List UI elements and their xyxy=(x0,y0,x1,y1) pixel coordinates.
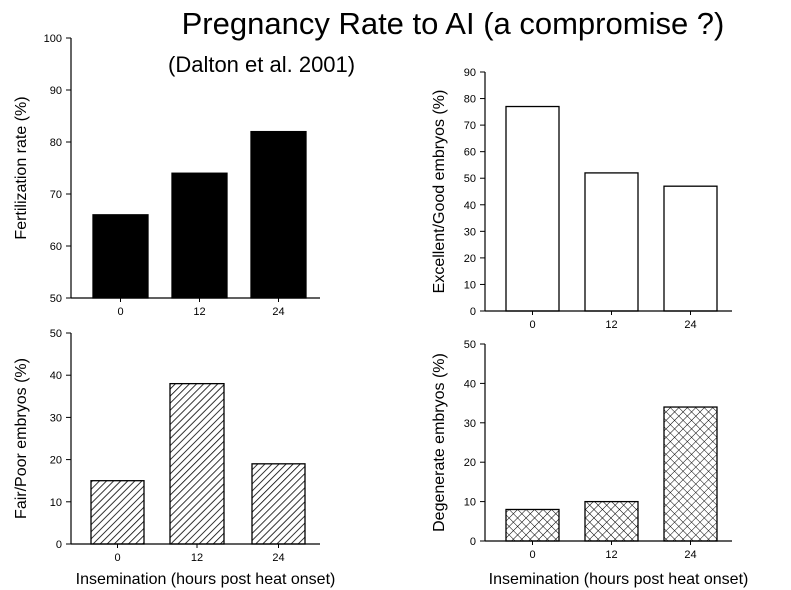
y-tick-label: 50 xyxy=(464,173,476,185)
bar-0 xyxy=(92,214,149,299)
y-tick-label: 30 xyxy=(464,226,476,238)
x-tick-label: 12 xyxy=(193,306,205,318)
x-axis-label: Insemination (hours post heat onset) xyxy=(489,571,749,588)
chart-fertilization-rate: 50 60 70 80 90 100 0 12 24 Fertilization rate (%) xyxy=(13,33,320,318)
x-tick-label: 12 xyxy=(605,319,617,331)
y-tick-label: 20 xyxy=(464,457,476,469)
bar-12 xyxy=(169,382,225,545)
y-tick-label: 80 xyxy=(464,94,476,106)
y-tick-label: 0 xyxy=(56,539,62,551)
y-tick-label: 100 xyxy=(44,33,62,45)
y-tick-label: 50 xyxy=(50,293,62,305)
bar-24 xyxy=(663,185,718,312)
y-tick-label: 10 xyxy=(464,497,476,509)
x-tick-label: 0 xyxy=(529,319,535,331)
y-tick-label: 50 xyxy=(50,328,62,340)
slide-title: Pregnancy Rate to AI (a compromise ?) xyxy=(181,6,725,41)
y-tick-label: 80 xyxy=(50,137,62,149)
y-tick-label: 0 xyxy=(470,536,476,548)
y-tick-label: 20 xyxy=(50,455,62,467)
x-tick-label: 12 xyxy=(191,552,203,564)
y-axis-label: Fertilization rate (%) xyxy=(13,96,30,239)
x-tick-label: 24 xyxy=(272,552,284,564)
bar-12 xyxy=(171,172,228,299)
y-tick-label: 90 xyxy=(50,85,62,97)
y-tick-label: 50 xyxy=(464,339,476,351)
bar-0 xyxy=(90,480,145,545)
x-tick-label: 24 xyxy=(272,306,284,318)
x-tick-label: 24 xyxy=(684,549,696,561)
x-tick-label: 0 xyxy=(529,549,535,561)
y-tick-label: 10 xyxy=(50,497,62,509)
y-tick-label: 40 xyxy=(464,200,476,212)
y-tick-label: 20 xyxy=(464,253,476,265)
y-tick-label: 40 xyxy=(464,378,476,390)
x-tick-label: 0 xyxy=(117,306,123,318)
y-axis-label: Degenerate embryos (%) xyxy=(431,353,448,532)
bar-12 xyxy=(584,500,639,542)
y-tick-label: 60 xyxy=(464,147,476,159)
y-tick-label: 60 xyxy=(50,241,62,253)
y-tick-label: 90 xyxy=(464,67,476,79)
chart-degenerate-embryos: 0 10 20 30 40 50 0 12 24 Degenerate embryos (%) In… xyxy=(431,339,748,588)
y-tick-label: 70 xyxy=(50,189,62,201)
y-tick-label: 70 xyxy=(464,120,476,132)
chart-fair-poor-embryos: 0 10 20 30 40 50 0 12 24 Fair/Poor embryos (%) Ins… xyxy=(13,328,335,588)
y-tick-label: 40 xyxy=(50,370,62,382)
y-tick-label: 30 xyxy=(50,412,62,424)
y-tick-label: 30 xyxy=(464,418,476,430)
x-tick-label: 12 xyxy=(605,549,617,561)
bar-24 xyxy=(663,406,718,542)
y-tick-label: 0 xyxy=(470,306,476,318)
y-axis-label: Fair/Poor embryos (%) xyxy=(13,358,30,519)
x-tick-label: 0 xyxy=(114,552,120,564)
citation-subtitle: (Dalton et al. 2001) xyxy=(168,52,356,77)
bar-12 xyxy=(584,172,639,312)
bar-24 xyxy=(251,463,306,545)
chart-excellent-good-embryos: 0 10 20 30 40 50 60 70 80 90 0 12 24 Excellent/Good e… xyxy=(431,67,732,331)
x-tick-label: 24 xyxy=(684,319,696,331)
bar-0 xyxy=(505,508,560,542)
y-tick-label: 10 xyxy=(464,279,476,291)
y-axis-label: Excellent/Good embryos (%) xyxy=(431,90,448,294)
x-axis-label: Insemination (hours post heat onset) xyxy=(76,571,336,588)
bar-0 xyxy=(505,105,560,312)
bar-24 xyxy=(250,130,307,299)
